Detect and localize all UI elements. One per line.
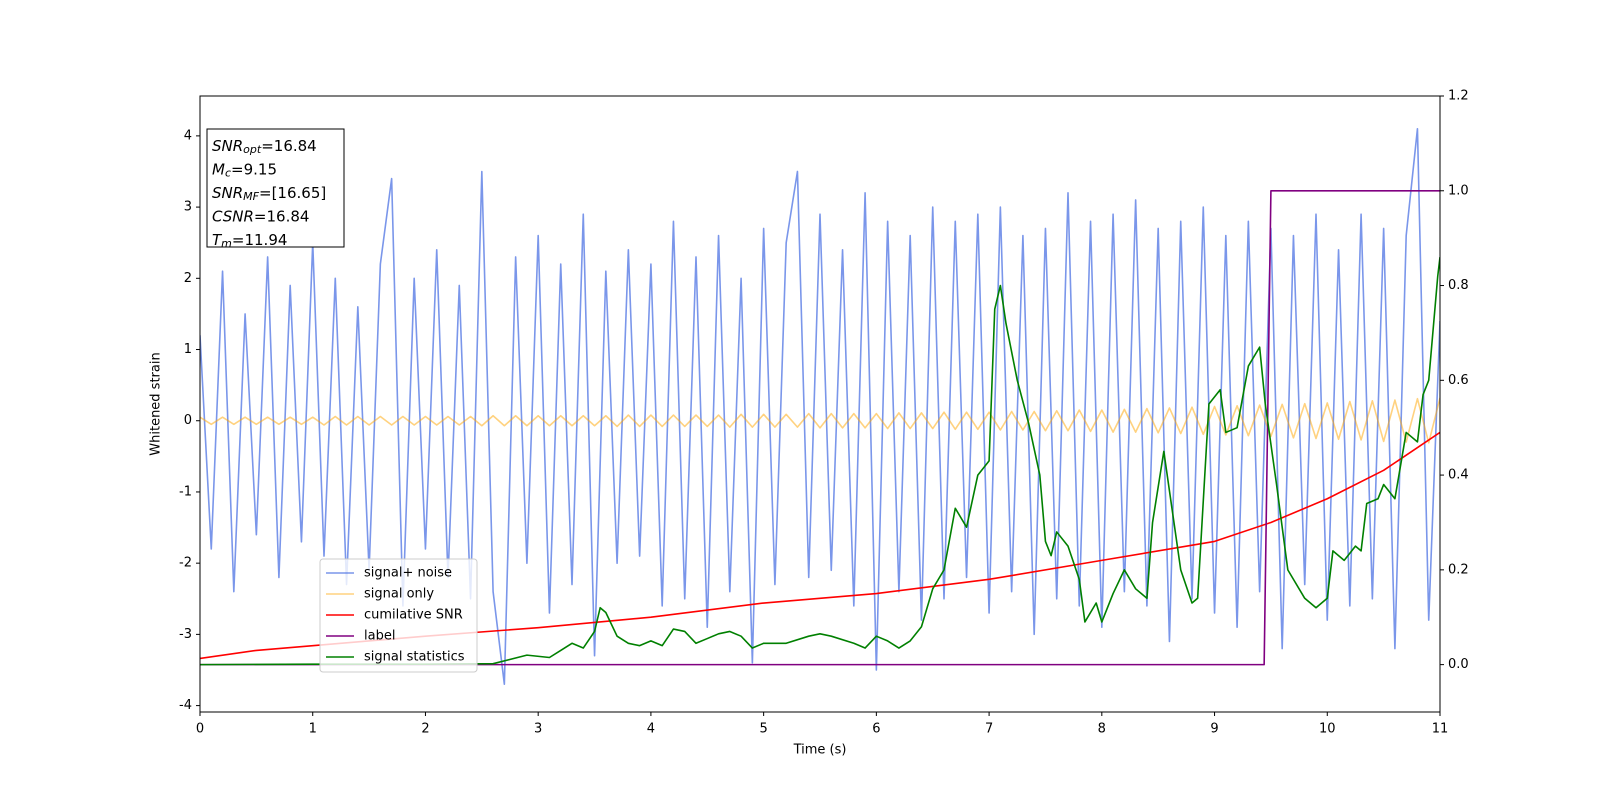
legend-label: cumilative SNR <box>364 608 463 623</box>
annotation-sub: m <box>221 237 232 250</box>
annotation-rest: =[16.65] <box>259 184 326 202</box>
x-tick-label: 8 <box>1098 722 1106 737</box>
y2-tick-label: 0.8 <box>1448 278 1469 293</box>
series-line <box>200 397 1440 444</box>
y-tick-label: 0 <box>184 413 192 428</box>
y2-tick-label: 0.0 <box>1448 657 1469 672</box>
annotation-rest: =16.84 <box>254 207 310 225</box>
y2-tick-label: 0.4 <box>1448 468 1469 483</box>
annotation-box: SNRopt=16.84Mc=9.15SNRMF=[16.65]CSNR=16.… <box>206 128 345 251</box>
y-tick-label: -3 <box>179 627 192 642</box>
annotation-main: CSNR <box>212 207 254 225</box>
annotation-main: M <box>212 160 225 178</box>
y-tick-label: 4 <box>184 128 192 143</box>
legend-label: signal only <box>364 587 434 602</box>
legend-label: label <box>364 629 395 644</box>
annotation-rest: =16.84 <box>261 137 317 155</box>
annotation-rest: =9.15 <box>231 160 277 178</box>
annotation-text: Tm=11.94 <box>212 231 287 251</box>
annotation-main: SNR <box>212 184 243 202</box>
x-tick-label: 4 <box>647 722 655 737</box>
annotation-rest: =11.94 <box>232 231 288 249</box>
series-line <box>200 257 1440 666</box>
legend: signal+ noise signal only cumilative SNR la… <box>319 558 478 673</box>
y-tick-label: -4 <box>179 698 192 713</box>
annotation-frame <box>206 128 345 248</box>
x-tick-label: 7 <box>985 722 993 737</box>
annotation-text: Mc=9.15 <box>212 160 277 180</box>
series-line <box>200 127 1440 686</box>
y-tick-label: 3 <box>184 200 192 215</box>
series-line <box>200 189 1440 666</box>
annotation-sub: MF <box>243 190 259 203</box>
legend-frame <box>319 558 478 673</box>
y2-tick-label: 1.0 <box>1448 183 1469 198</box>
x-tick-label: 10 <box>1319 722 1336 737</box>
x-tick-label: 5 <box>759 722 767 737</box>
annotation-sub: opt <box>243 143 262 156</box>
x-tick-label: 2 <box>421 722 429 737</box>
y-tick-label: -1 <box>179 484 192 499</box>
y-tick-label: 1 <box>184 342 192 357</box>
y2-tick-label: 1.2 <box>1448 89 1469 104</box>
x-tick-label: 0 <box>196 722 204 737</box>
legend-label: signal+ noise <box>364 566 452 581</box>
x-tick-label: 1 <box>309 722 317 737</box>
y2-tick-label: 0.2 <box>1448 562 1469 577</box>
x-tick-label: 11 <box>1432 722 1449 737</box>
x-tick-label: 6 <box>872 722 880 737</box>
annotation-main: SNR <box>212 137 243 155</box>
y-tick-label: -2 <box>179 556 192 571</box>
annotation-text: SNRMF=[16.65] <box>212 184 326 204</box>
x-tick-label: 9 <box>1210 722 1218 737</box>
annotation-main: T <box>212 231 223 249</box>
y-axis-label: Whitened strain <box>149 352 164 455</box>
y2-tick-label: 0.6 <box>1448 373 1469 388</box>
annotation-text: SNRopt=16.84 <box>212 137 317 157</box>
x-tick-label: 3 <box>534 722 542 737</box>
annotation-text: CSNR=16.84 <box>212 207 309 225</box>
y-tick-label: 2 <box>184 271 192 286</box>
x-axis-label: Time (s) <box>793 743 847 758</box>
plot-frame <box>199 95 1441 713</box>
annotation-sub: c <box>225 167 231 180</box>
legend-label: signal statistics <box>364 650 465 665</box>
